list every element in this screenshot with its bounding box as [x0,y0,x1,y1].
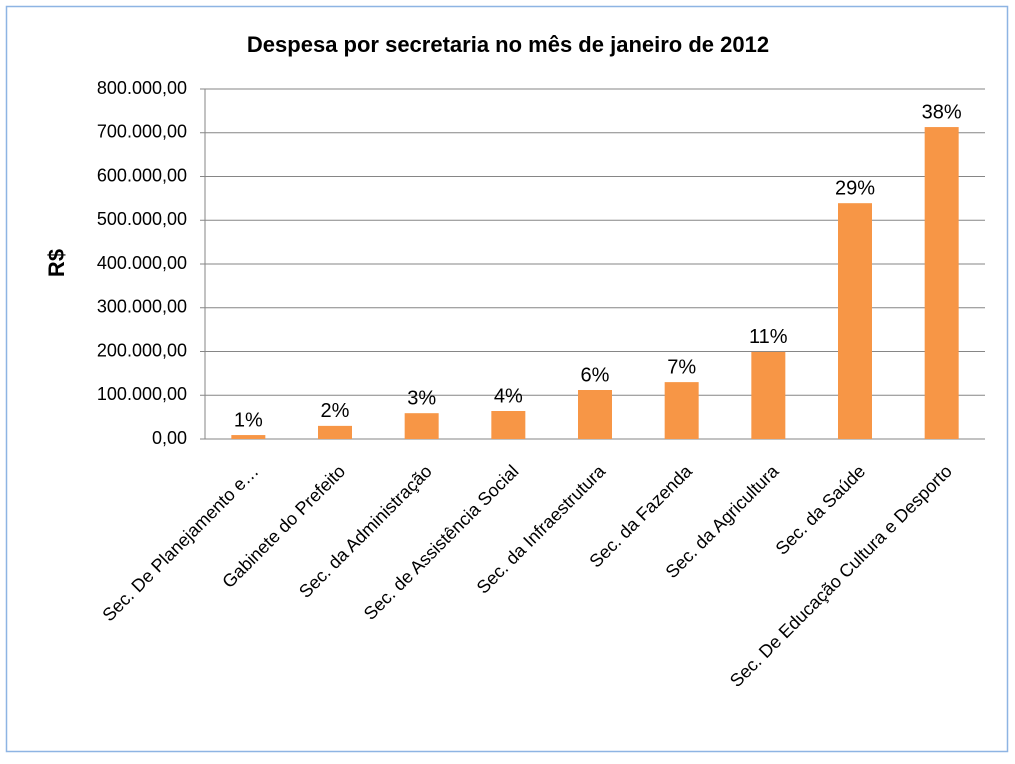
data-label: 1% [234,409,263,431]
y-axis-label: R$ [44,249,69,277]
y-tick-label: 600.000,00 [97,165,187,185]
bar [578,390,612,439]
data-label: 11% [749,326,788,348]
data-label: 38% [922,101,962,123]
bar [924,127,959,439]
y-tick-label: 200.000,00 [97,340,187,360]
y-tick-label: 100.000,00 [97,384,187,404]
bar [231,435,266,439]
bar [318,425,352,439]
bar [838,203,872,439]
y-tick-label: 700.000,00 [97,122,187,142]
bar [751,351,786,439]
y-tick-label: 400.000,00 [97,253,187,273]
y-tick-label: 300.000,00 [97,297,187,317]
y-tick-label: 500.000,00 [97,209,187,229]
bar [491,411,526,439]
data-label: 7% [667,356,696,378]
bar [664,382,699,439]
chart-title: Despesa por secretaria no mês de janeiro… [247,32,769,57]
data-label: 4% [494,385,523,407]
y-tick-label: 0,00 [152,428,187,448]
data-label: 29% [835,177,875,199]
bar [404,413,439,439]
data-label: 6% [581,364,610,386]
y-tick-label: 800.000,00 [97,78,187,98]
data-label: 2% [321,400,350,422]
data-label: 3% [407,387,436,409]
